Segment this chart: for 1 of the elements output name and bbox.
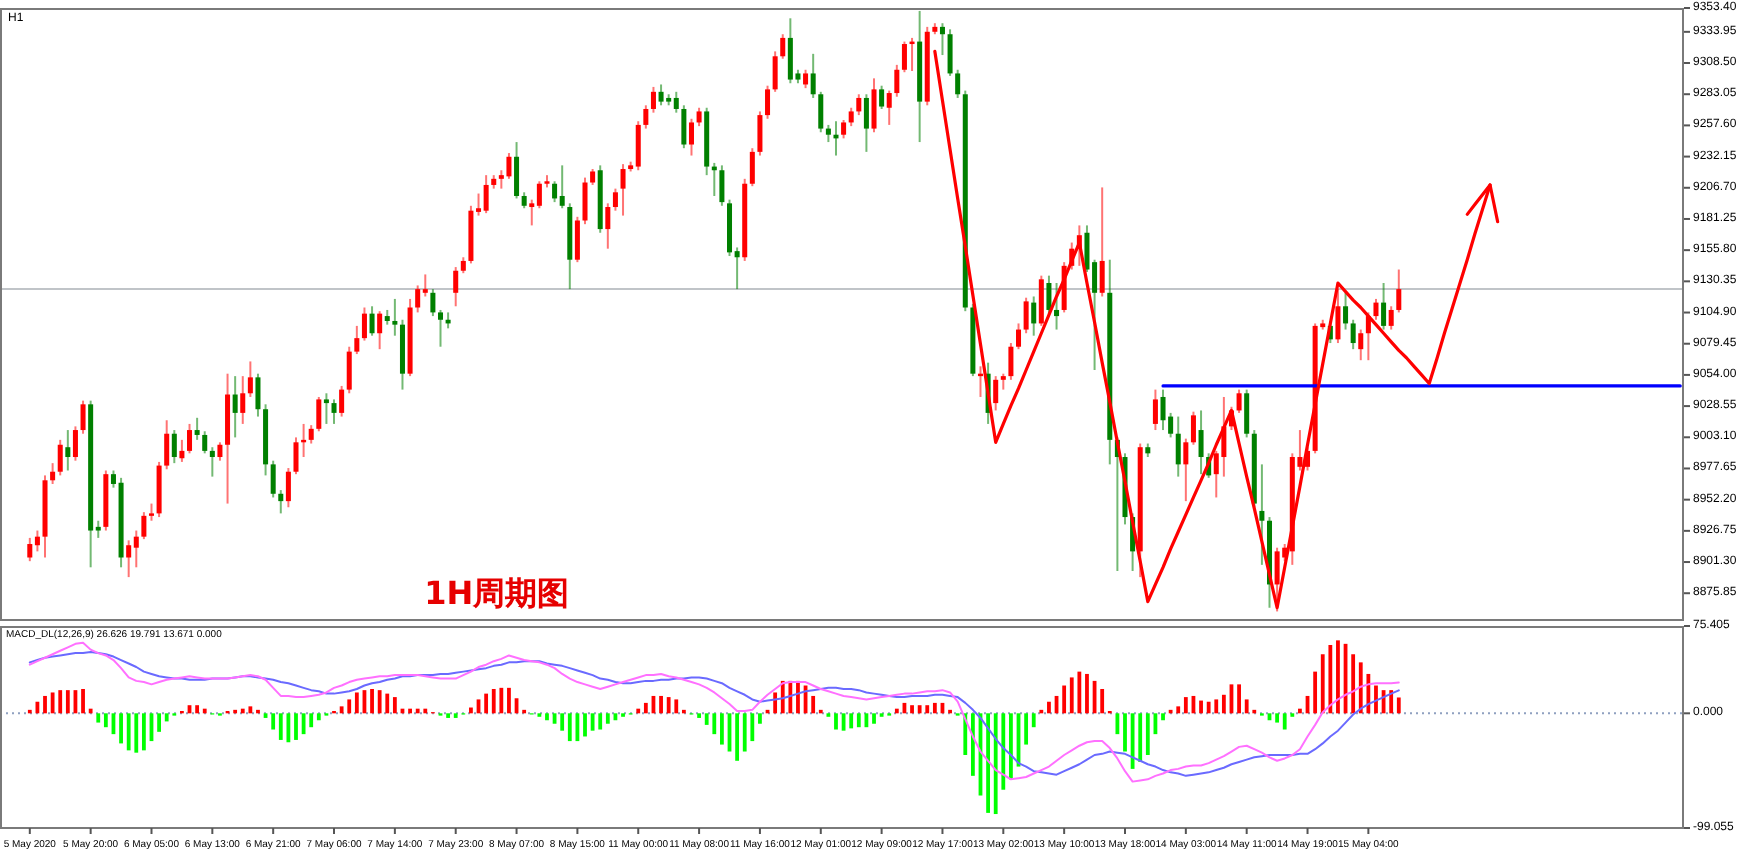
annotation: 1H周期图 xyxy=(424,574,570,612)
